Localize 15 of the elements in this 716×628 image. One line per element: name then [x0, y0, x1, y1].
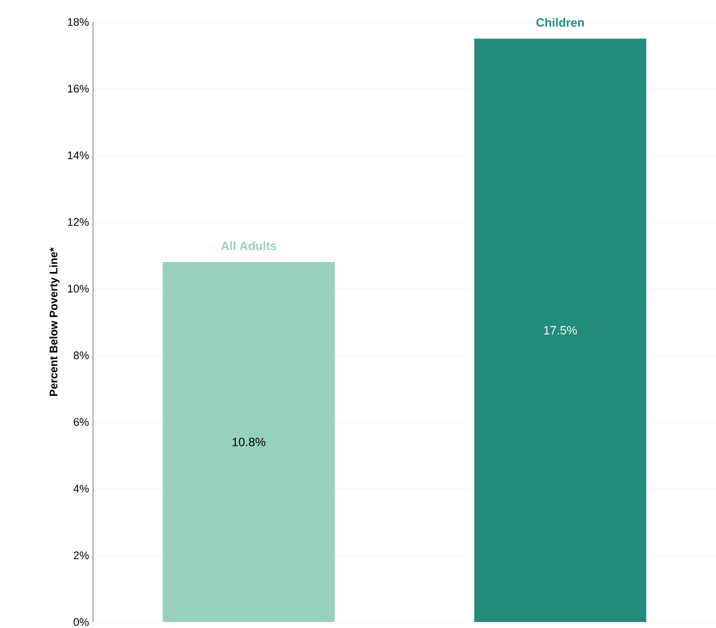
x-tick-label: Children: [536, 18, 584, 27]
y-tick-label: 14%: [68, 151, 89, 160]
y-axis-title: Percent Below Poverty Line*: [49, 247, 60, 396]
x-tick-label: All Adults: [221, 241, 276, 250]
data-label: 17.5%: [544, 326, 577, 335]
y-tick-label: 16%: [68, 84, 89, 93]
y-tick-label: 18%: [68, 18, 89, 26]
data-label: 10.8%: [232, 438, 266, 446]
y-tick-label: 6%: [74, 418, 89, 426]
y-tick-label: 4%: [73, 484, 89, 493]
y-tick-label: 10%: [68, 284, 89, 293]
y-tick-label: 2%: [74, 551, 89, 560]
y-tick-label: 0%: [74, 618, 89, 626]
y-tick-label: 8%: [74, 351, 89, 360]
y-tick-label: 12%: [68, 218, 89, 226]
